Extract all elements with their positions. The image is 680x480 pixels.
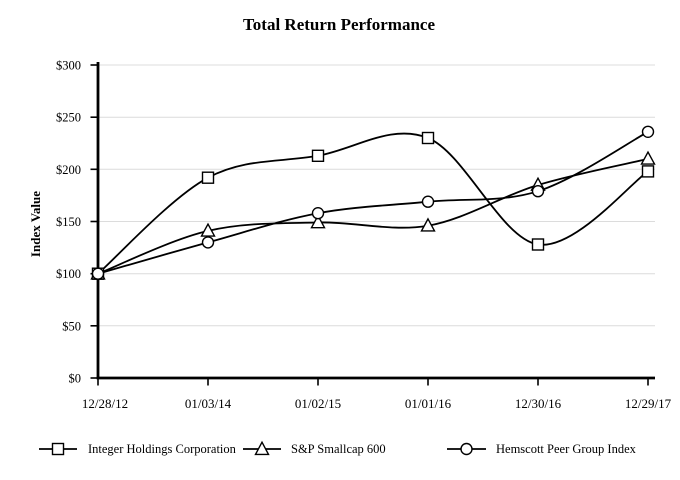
y-tick-label: $150 [56,215,81,229]
series-marker-group [90,150,656,280]
triangle-marker-icon [254,440,270,456]
y-axis-title: Index Value [28,191,43,257]
y-tick-label: $300 [56,59,81,73]
legend-item-integer-holdings: Integer Holdings Corporation [39,442,237,456]
y-tick-label: $100 [56,267,81,281]
circle-marker-icon [531,184,545,198]
circle-marker-icon [201,236,215,249]
series-lines [97,131,649,275]
legend-item-hemscott-peer-group: Hemscott Peer Group Index [447,442,637,456]
legend-label-integer-holdings: Integer Holdings Corporation [88,442,237,456]
x-tick-label: 12/30/16 [515,396,562,411]
series-line [97,132,649,275]
x-tick-label: 01/03/14 [185,396,232,411]
circle-marker-icon [311,206,325,220]
series-markers [90,125,656,280]
square-marker-icon [51,442,65,456]
x-tick-label: 12/28/12 [82,396,128,411]
legend-label-sp-smallcap: S&P Smallcap 600 [291,442,386,456]
y-tick-label: $0 [69,372,82,386]
legend-item-sp-smallcap-600: S&P Smallcap 600 [243,440,386,456]
triangle-marker-icon [640,150,656,165]
square-marker-icon [641,165,655,178]
y-tick-label: $50 [62,319,81,333]
triangle-marker-icon [420,217,436,232]
series-line [97,131,649,275]
triangle-marker-icon [310,214,326,229]
x-tick-label: 12/29/17 [625,396,672,411]
square-marker-icon [311,149,325,163]
legend: Integer Holdings Corporation S&P Smallca… [39,440,637,456]
y-tick-label: $250 [56,111,81,125]
axes [90,62,655,386]
square-marker-icon [201,171,215,184]
x-tick-label: 01/01/16 [405,396,452,411]
circle-marker-icon [641,125,655,139]
x-axis-tick-labels: 12/28/12 01/03/14 01/02/15 01/01/16 12/30/16… [82,396,672,411]
square-marker-icon [531,238,545,251]
y-tick-label: $200 [56,163,81,177]
triangle-marker-icon [200,222,216,237]
square-marker-icon [421,131,435,145]
circle-marker-icon [91,267,105,280]
circle-marker-icon [460,442,473,456]
series-marker-group [91,125,655,280]
legend-label-hemscott: Hemscott Peer Group Index [496,442,637,456]
x-tick-label: 01/02/15 [295,396,341,411]
y-axis-tick-labels: $300 $250 $200 $150 $100 $50 $0 [56,59,81,386]
chart-title: Total Return Performance [243,15,435,34]
circle-marker-icon [421,195,435,208]
gridlines [98,64,655,327]
series-line [97,158,649,275]
